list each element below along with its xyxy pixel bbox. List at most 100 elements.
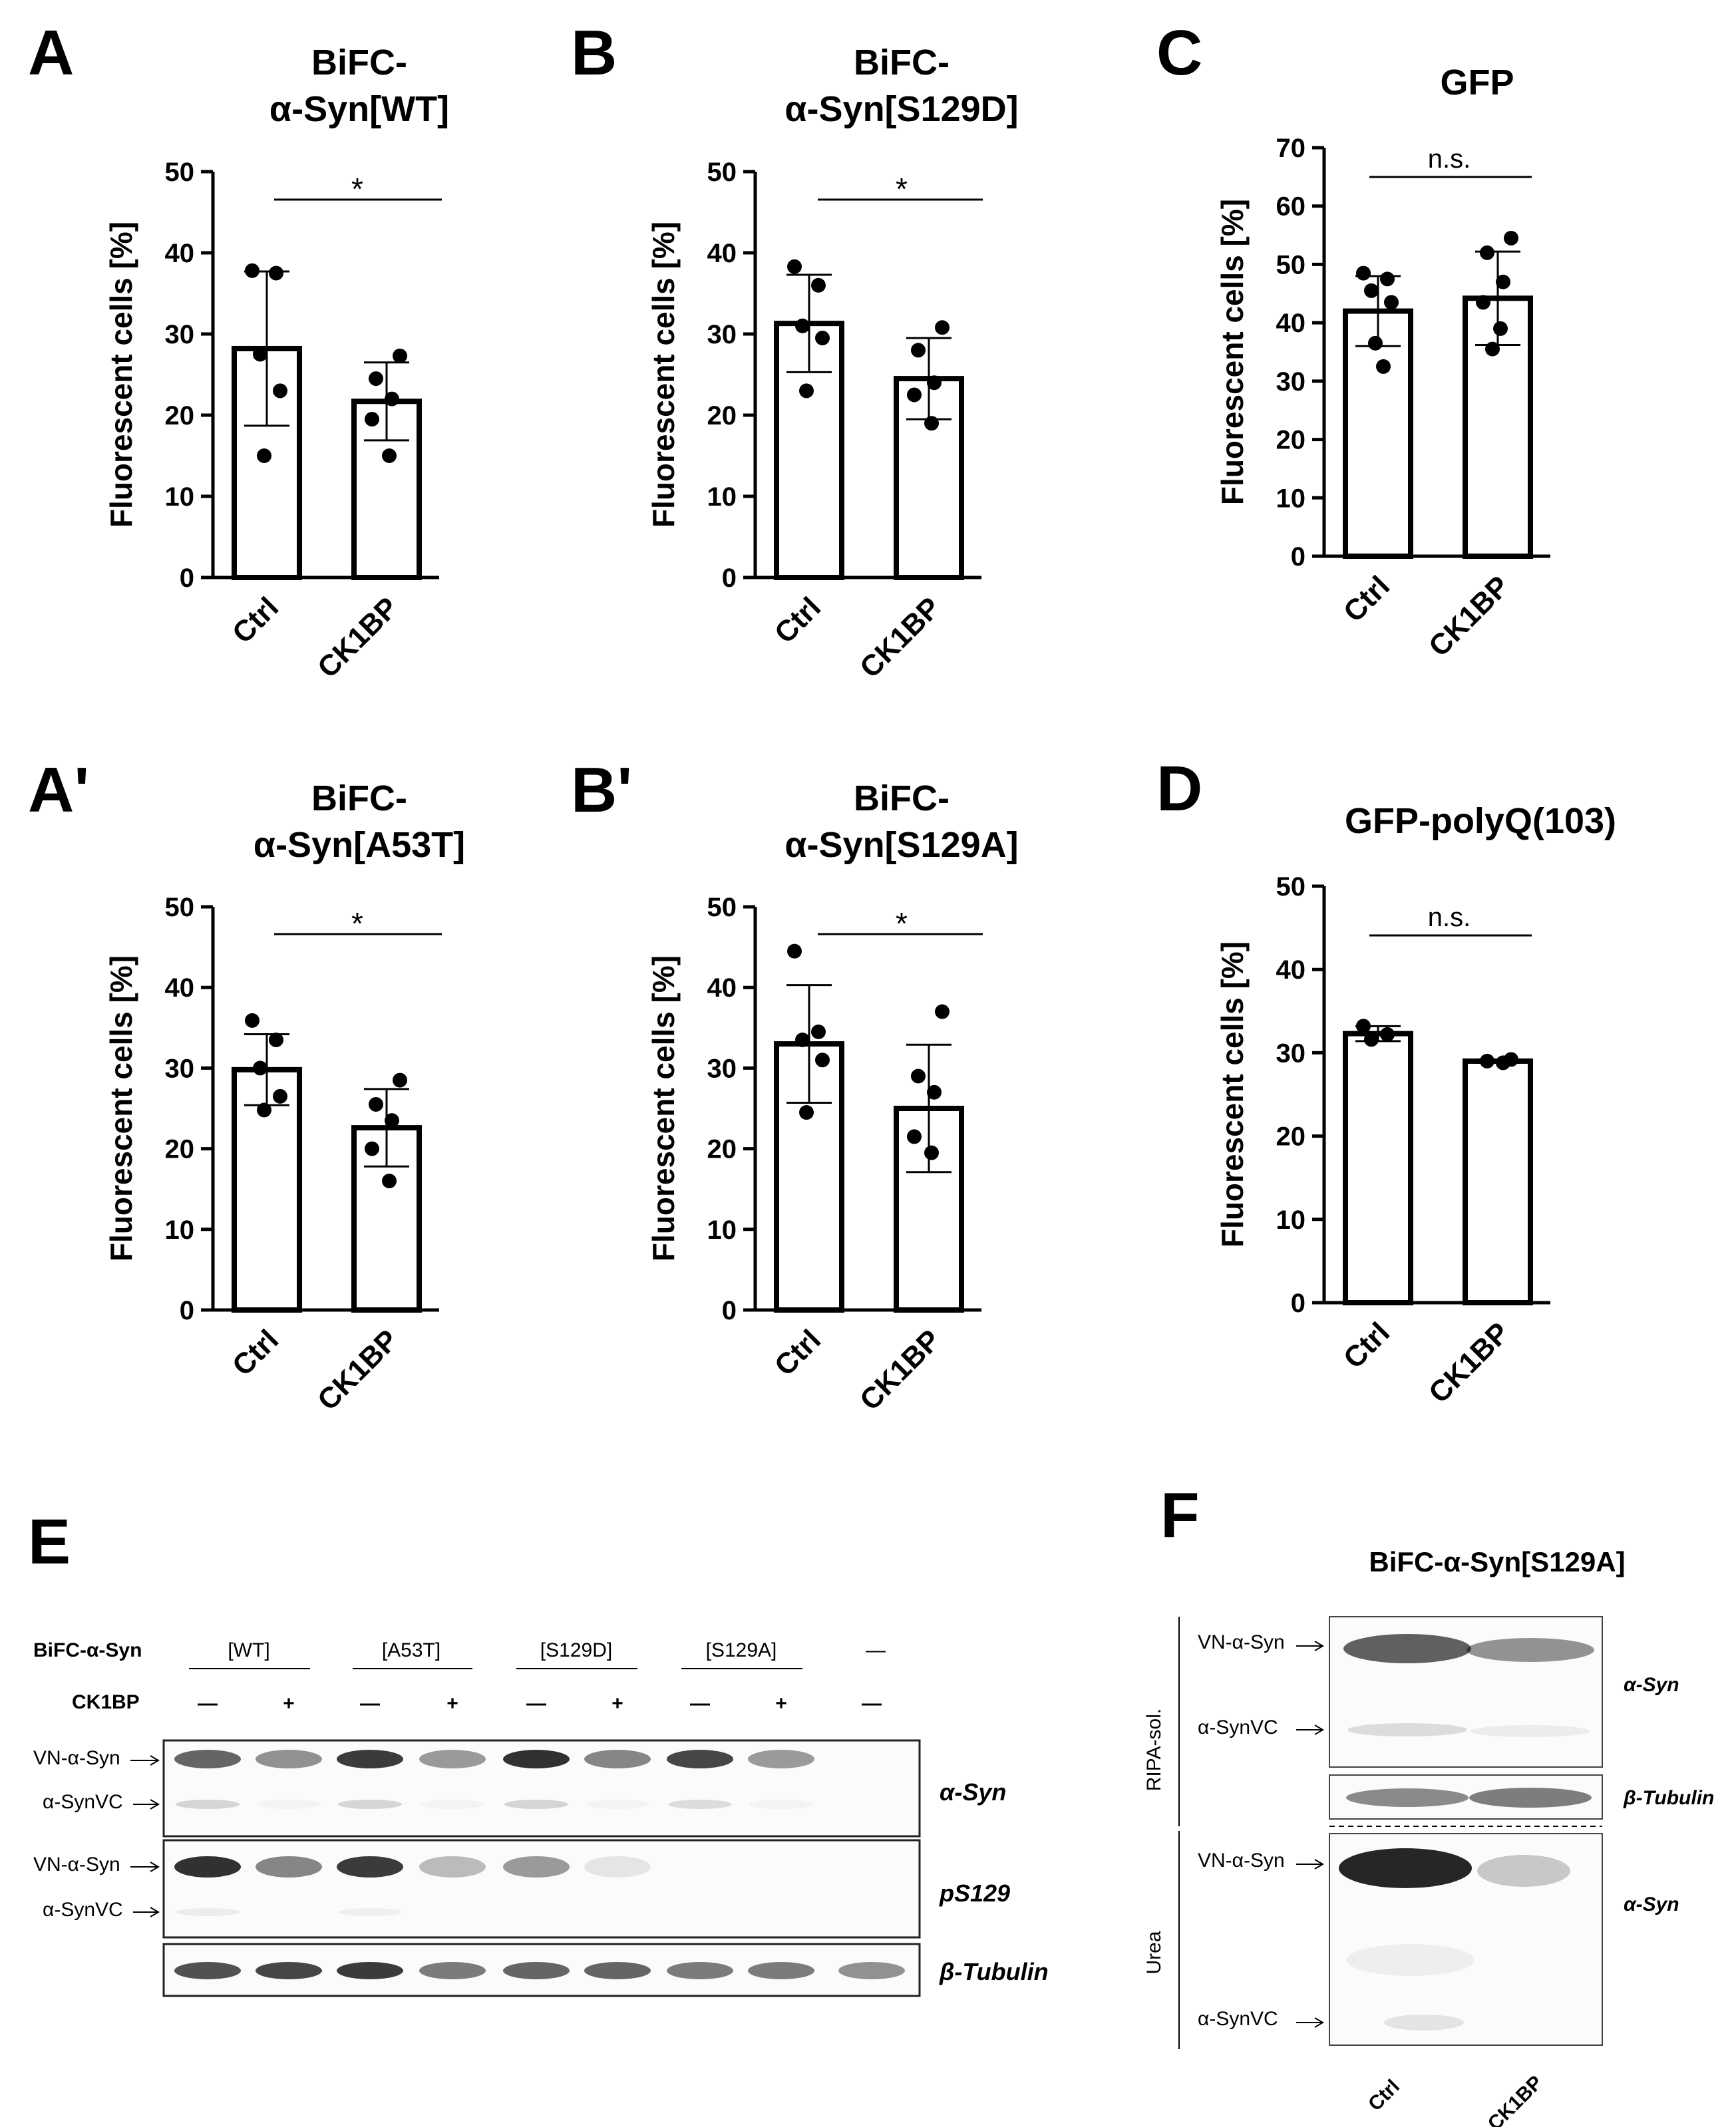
x-tick-label: CK1BP [854, 1323, 947, 1416]
band [338, 1800, 402, 1809]
significance-marker: n.s. [1428, 144, 1471, 174]
western-blot-E: E BiFC-α-Syn CK1BP [WT] [A53T] [S129D] [… [28, 1506, 1049, 1997]
band [838, 1962, 905, 1979]
band [1467, 1638, 1594, 1662]
significance-marker: * [896, 172, 908, 206]
y-tick-label: 70 [1276, 134, 1306, 163]
y-tick-label: 0 [1291, 1289, 1305, 1318]
band [1477, 1855, 1570, 1887]
data-point [815, 331, 830, 346]
blot-frame-ps129 [162, 1839, 921, 1939]
y-tick-label: 30 [165, 1054, 195, 1083]
data-point [393, 348, 407, 363]
y-tick-label: 60 [1276, 192, 1306, 222]
data-point [1380, 271, 1395, 287]
y-tick-label: 10 [1276, 1206, 1306, 1235]
significance-marker: * [351, 906, 363, 941]
y-tick-label: 50 [165, 893, 195, 922]
fraction-label-ripa: RIPA-sol. [1143, 1709, 1165, 1791]
lane-label-ctrl: Ctrl [1364, 2076, 1404, 2116]
y-tick-label: 30 [1276, 367, 1306, 397]
data-point [911, 343, 926, 358]
panel-A-prime: A' BiFC- α-Syn[A53T] * 0 10 20 30 40 50 Fluore… [28, 754, 465, 1417]
band [338, 1908, 402, 1916]
panel-letter: B' [571, 754, 632, 826]
marker-alpha-synvc: α-SynVC [1198, 1717, 1278, 1738]
y-tick-label: 30 [165, 320, 195, 349]
y-axis-label: Fluorescent cells [%] [646, 222, 681, 528]
chart-title-line-1: GFP-polyQ(103) [1345, 801, 1616, 841]
band [584, 1962, 651, 1979]
x-tick-label: CK1BP [1423, 570, 1516, 663]
data-point [382, 1174, 397, 1189]
data-point [795, 1032, 810, 1047]
ck1bp-sign: + [446, 1693, 458, 1715]
bar [1343, 308, 1413, 559]
band [748, 1750, 814, 1768]
panel-C: C GFP n.s. 0 10 20 30 40 50 60 70 Fluorescent ce… [1156, 17, 1550, 663]
x-tick-label: Ctrl [1337, 570, 1396, 628]
data-point [1380, 1027, 1395, 1042]
y-tick-label: 20 [707, 1135, 737, 1164]
y-tick-label: 10 [165, 482, 195, 512]
data-point [1496, 1055, 1510, 1070]
marker-arrow [1296, 2017, 1324, 2028]
y-tick-label: 0 [1291, 542, 1305, 572]
data-point [385, 391, 399, 407]
band [1343, 1634, 1471, 1663]
band [1384, 2015, 1464, 2031]
row-label-construct: BiFC-α-Syn [33, 1639, 142, 1661]
band [337, 1962, 403, 1979]
marker-alpha-synvc: α-SynVC [1198, 2008, 1278, 2030]
construct-label-a53t: [A53T] [382, 1639, 440, 1661]
ck1bp-sign: — [690, 1693, 710, 1715]
y-tick-label: 0 [180, 1296, 194, 1325]
x-tick-label: Ctrl [769, 591, 827, 649]
plot-area: 0 10 20 30 40 50 Fluorescent cells [%] Ctrl CK1B… [1215, 872, 1550, 1410]
band [584, 1856, 651, 1878]
marker-arrow [1296, 1859, 1324, 1870]
y-axis-label: Fluorescent cells [%] [646, 955, 681, 1261]
blot-label-alpha-syn: α-Syn [1624, 1893, 1679, 1915]
y-tick-label: 10 [1276, 484, 1306, 513]
bar [1463, 1058, 1533, 1306]
panel-letter: A [28, 17, 74, 88]
data-point [245, 1013, 260, 1028]
band [668, 1800, 732, 1809]
data-point [1356, 265, 1371, 281]
band [421, 1800, 484, 1809]
ck1bp-sign: + [775, 1693, 787, 1715]
ck1bp-sign: — [360, 1693, 380, 1715]
band [504, 1800, 568, 1809]
band [176, 1908, 240, 1916]
data-point [273, 383, 287, 399]
blot-label-beta-tubulin: β-Tubulin [939, 1958, 1049, 1985]
band [174, 1750, 241, 1768]
band [1347, 1723, 1467, 1736]
y-tick-label: 40 [707, 239, 737, 268]
lane-label-ck1bp: CK1BP [1484, 2072, 1547, 2127]
chart-title-line-2: α-Syn[S129D] [784, 89, 1018, 129]
band [503, 1962, 570, 1979]
band [256, 1856, 322, 1878]
y-tick-label: 0 [722, 1296, 737, 1325]
y-tick-label: 50 [707, 893, 737, 922]
data-point [369, 371, 383, 387]
data-point [1364, 283, 1379, 298]
data-point [1368, 335, 1383, 351]
band [1346, 1788, 1469, 1807]
significance-marker: * [896, 906, 908, 941]
data-point [1504, 230, 1518, 245]
data-point [924, 416, 939, 431]
band [174, 1856, 241, 1878]
blot-title: BiFC-α-Syn[S129A] [1369, 1546, 1625, 1577]
x-tick-label: Ctrl [769, 1323, 827, 1382]
y-tick-label: 50 [165, 158, 195, 187]
y-tick-label: 40 [165, 973, 195, 1003]
ck1bp-sign: + [283, 1693, 295, 1715]
band [419, 1856, 486, 1878]
chart-title-line-1: BiFC- [854, 43, 950, 82]
panel-letter: B [571, 17, 617, 88]
data-point [911, 1068, 926, 1084]
data-point [811, 1024, 826, 1039]
